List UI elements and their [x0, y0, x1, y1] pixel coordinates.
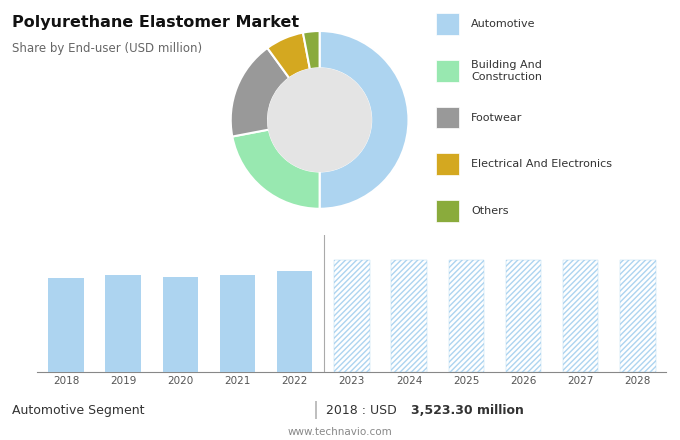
- FancyBboxPatch shape: [436, 107, 458, 128]
- Wedge shape: [303, 31, 320, 69]
- Text: www.technavio.com: www.technavio.com: [288, 427, 392, 437]
- Text: Share by End-user (USD million): Share by End-user (USD million): [12, 42, 203, 55]
- Bar: [163, 277, 198, 372]
- Text: Footwear: Footwear: [471, 113, 522, 122]
- Text: Others: Others: [471, 206, 509, 216]
- Text: |: |: [313, 401, 319, 419]
- Wedge shape: [231, 48, 289, 136]
- Bar: [105, 275, 141, 372]
- Bar: [506, 260, 541, 372]
- FancyBboxPatch shape: [436, 13, 458, 35]
- Wedge shape: [320, 31, 409, 209]
- Text: Building And
Construction: Building And Construction: [471, 59, 542, 82]
- FancyBboxPatch shape: [436, 60, 458, 81]
- Bar: [277, 271, 312, 372]
- Text: 3,523.30 million: 3,523.30 million: [411, 403, 524, 417]
- Bar: [334, 260, 370, 372]
- Bar: [392, 260, 427, 372]
- Wedge shape: [233, 129, 320, 209]
- Wedge shape: [267, 33, 310, 78]
- Bar: [449, 260, 484, 372]
- Text: Automotive: Automotive: [471, 19, 536, 29]
- FancyBboxPatch shape: [436, 200, 458, 222]
- FancyBboxPatch shape: [436, 154, 458, 175]
- Circle shape: [268, 68, 371, 172]
- Bar: [334, 260, 370, 372]
- Text: 2018 : USD: 2018 : USD: [326, 403, 405, 417]
- Bar: [48, 278, 84, 372]
- Text: Automotive Segment: Automotive Segment: [12, 403, 145, 417]
- Bar: [563, 260, 598, 372]
- Bar: [506, 260, 541, 372]
- Bar: [563, 260, 598, 372]
- Text: Polyurethane Elastomer Market: Polyurethane Elastomer Market: [12, 15, 299, 30]
- Bar: [620, 260, 656, 372]
- Bar: [392, 260, 427, 372]
- Text: Electrical And Electronics: Electrical And Electronics: [471, 159, 612, 169]
- Bar: [620, 260, 656, 372]
- Bar: [220, 275, 255, 372]
- Bar: [449, 260, 484, 372]
